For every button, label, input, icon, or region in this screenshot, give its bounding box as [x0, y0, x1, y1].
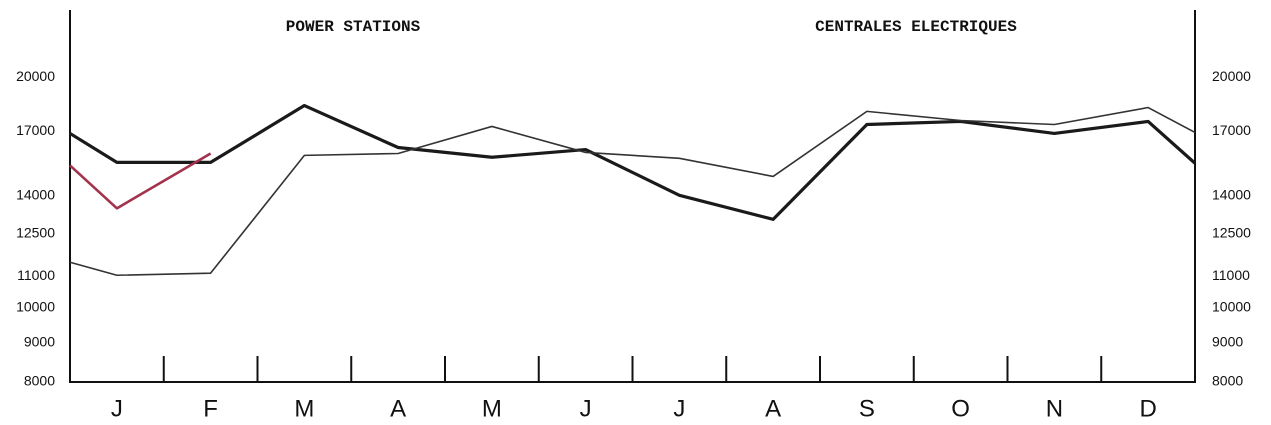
y2-tick-label: 20000: [1212, 68, 1251, 84]
y-tick-label: 10000: [16, 299, 55, 315]
series-line: [69, 152, 212, 210]
x-tick-label: F: [203, 395, 218, 422]
axes: [69, 10, 1196, 383]
chart-title: POWER STATIONS: [286, 18, 421, 36]
y2-tick-label: 12500: [1212, 224, 1251, 240]
x-tick-label: J: [111, 395, 123, 422]
y2-tick-label: 11000: [1212, 267, 1250, 283]
y-tick-label: 8000: [24, 373, 55, 389]
x-tick-label: S: [859, 395, 875, 422]
chart-subtitle: CENTRALES ELECTRIQUES: [815, 18, 1017, 36]
x-tick-label: N: [1046, 395, 1063, 422]
y2-tick-label: 14000: [1212, 187, 1251, 203]
y2-tick-label: 9000: [1212, 334, 1243, 350]
y-tick-label: 17000: [16, 122, 55, 138]
x-tick-label: A: [765, 395, 781, 422]
y2-tick-label: 8000: [1212, 373, 1243, 389]
y-tick-label: 20000: [16, 68, 55, 84]
y2-tick-label: 10000: [1212, 299, 1251, 315]
series-line: [69, 106, 1196, 277]
series-line: [69, 103, 1197, 221]
y-tick-label: 9000: [24, 334, 55, 350]
x-tick-label: D: [1139, 395, 1156, 422]
y-tick-label: 12500: [16, 224, 55, 240]
x-tick-label: M: [482, 395, 502, 422]
x-tick-label: J: [580, 395, 592, 422]
y-tick-label: 14000: [16, 187, 55, 203]
y-tick-label: 11000: [17, 267, 55, 283]
x-tick-label: A: [390, 395, 406, 422]
y2-tick-label: 17000: [1212, 122, 1251, 138]
x-tick-label: O: [951, 395, 970, 422]
x-tick-label: J: [673, 395, 685, 422]
x-tick-label: M: [294, 395, 314, 422]
